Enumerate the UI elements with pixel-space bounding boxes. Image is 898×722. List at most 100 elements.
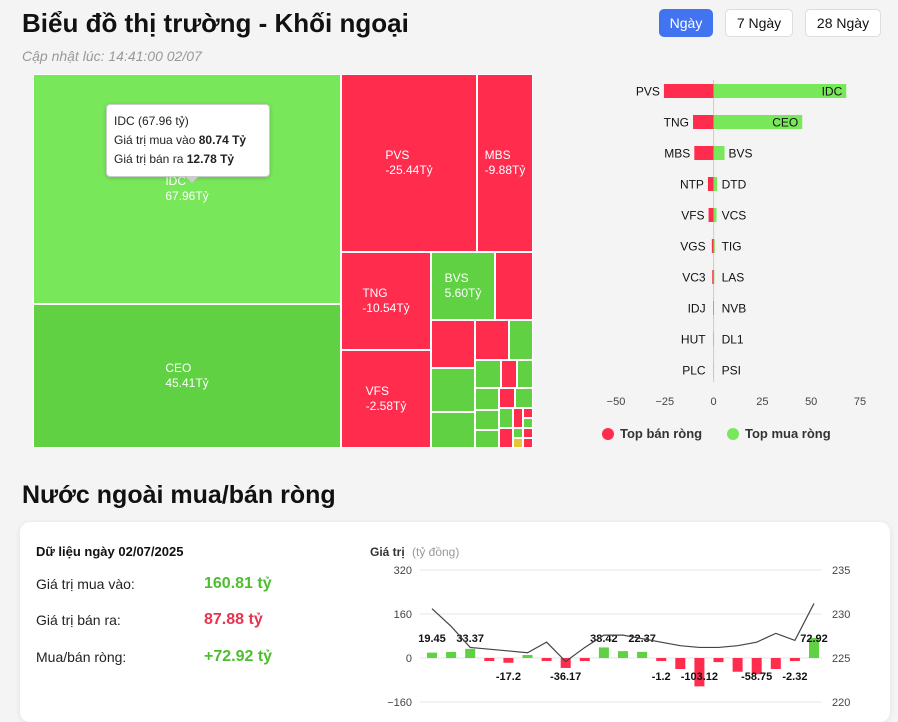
net-bar (503, 658, 513, 663)
tile-small[interactable] (523, 428, 533, 438)
tile-small[interactable] (475, 410, 499, 430)
buy-ticker-label: VCS (722, 209, 747, 223)
bar-value-label: 33.37 (456, 633, 484, 645)
tile-small[interactable] (499, 428, 513, 448)
sell-ticker-label: TNG (664, 116, 689, 130)
x-tick-label: −25 (655, 396, 674, 408)
tile-small[interactable] (431, 368, 475, 412)
tile-small[interactable] (513, 408, 523, 428)
net-label: Mua/bán ròng: (36, 649, 126, 665)
tile-vfs[interactable]: VFS-2.58Tỷ (341, 350, 431, 448)
tile-tng[interactable]: TNG-10.54Tỷ (341, 252, 431, 350)
tile-small[interactable] (499, 408, 513, 428)
sell-ticker-label: VFS (681, 209, 704, 223)
updated-time: Cập nhật lúc: 14:41:00 02/07 (22, 48, 202, 64)
legend-sell-label: Top bán ròng (620, 426, 702, 441)
tile-ticker: TNG (362, 286, 409, 301)
tab-7-days[interactable]: 7 Ngày (725, 9, 793, 37)
sell-ticker-label: MBS (664, 147, 690, 161)
y-axis-unit: (tỷ đồng) (412, 545, 459, 559)
sell-ticker-label: PLC (682, 364, 706, 378)
legend-sell-swatch (602, 428, 614, 440)
buy-ticker-label: BVS (729, 147, 753, 161)
net-bar (484, 658, 494, 661)
tile-small[interactable] (475, 320, 509, 360)
left-y-tick-label: 160 (394, 609, 412, 621)
legend-sell[interactable]: Top bán ròng (602, 426, 702, 441)
y-axis-title: Giá trị (370, 545, 405, 559)
tile-small[interactable] (523, 418, 533, 428)
bar-value-label: 19.45 (418, 633, 446, 645)
tile-small[interactable] (513, 438, 523, 448)
bar-value-label: -2.32 (782, 671, 807, 683)
net-bar (542, 658, 552, 661)
tooltip-buy-value: 80.74 Tỷ (199, 133, 246, 147)
tile-small[interactable] (523, 438, 533, 448)
x-tick-label: 50 (805, 396, 817, 408)
right-y-tick-label: 230 (832, 609, 850, 621)
legend-buy[interactable]: Top mua ròng (727, 426, 831, 441)
net-bar (465, 649, 475, 658)
net-bar (714, 658, 724, 662)
buy-label: Giá trị mua vào: (36, 576, 135, 592)
tab-day[interactable]: Ngày (659, 9, 713, 37)
net-bar (446, 652, 456, 658)
tile-ticker: VFS (366, 384, 407, 399)
net-bar (771, 658, 781, 669)
tile-small[interactable] (509, 320, 533, 360)
buy-ticker-label: IDC (822, 85, 843, 99)
net-value: +72.92 tỷ (204, 648, 272, 666)
buy-ticker-label: DTD (722, 178, 747, 192)
bar-value-label: -103.12 (681, 671, 718, 683)
bar-value-label: 72.92 (800, 633, 828, 645)
x-tick-label: −50 (607, 396, 626, 408)
buy-ticker-label: CEO (772, 116, 798, 130)
left-y-tick-label: 320 (394, 565, 412, 577)
tile-small[interactable] (499, 388, 515, 408)
tile-small[interactable] (517, 360, 533, 388)
net-bar (675, 658, 685, 669)
net-bar (790, 658, 800, 661)
buy-bar (714, 208, 717, 222)
buy-bar (714, 177, 718, 191)
sell-ticker-label: VC3 (682, 271, 706, 285)
sell-ticker-label: NTP (680, 178, 704, 192)
x-tick-label: 75 (854, 396, 866, 408)
sell-bar (664, 84, 714, 98)
bar-value-label: -36.17 (550, 671, 581, 683)
tile-small[interactable] (431, 412, 475, 448)
buy-ticker-label: LAS (722, 271, 745, 285)
tile-small[interactable] (501, 360, 517, 388)
right-y-tick-label: 225 (832, 653, 850, 665)
net-flow-card: Dữ liệu ngày 02/07/2025 Giá trị mua vào:… (20, 522, 890, 722)
sell-ticker-label: VGS (680, 240, 705, 254)
bar-value-label: -17.2 (496, 671, 521, 683)
page-title: Biểu đồ thị trường - Khối ngoại (22, 8, 409, 39)
net-bar (618, 651, 628, 658)
bar-value-label: -58.75 (741, 671, 772, 683)
buy-ticker-label: DL1 (722, 333, 744, 347)
tile-small[interactable] (513, 428, 523, 438)
tile-small[interactable] (475, 430, 499, 448)
bar-value-label: -1.2 (652, 671, 671, 683)
tile-small[interactable] (523, 408, 533, 418)
buy-bar (714, 239, 715, 253)
net-bar (733, 658, 743, 672)
tile-mbs[interactable]: MBS-9.88Tỷ (477, 74, 533, 252)
tile-small[interactable] (475, 360, 501, 388)
buy-ticker-label: TIG (722, 240, 742, 254)
legend-buy-swatch (727, 428, 739, 440)
tile-small[interactable] (495, 252, 533, 320)
tile-value: 5.60Tỷ (445, 286, 482, 301)
tile-small[interactable] (431, 320, 475, 368)
tooltip-sell-label: Giá trị bán ra (114, 152, 183, 166)
tile-pvs[interactable]: PVS-25.44Tỷ (341, 74, 477, 252)
sell-bar (693, 115, 714, 129)
tab-28-days[interactable]: 28 Ngày (805, 9, 881, 37)
tile-small[interactable] (515, 388, 533, 408)
tile-ticker: PVS (385, 148, 432, 163)
tile-small[interactable] (475, 388, 499, 410)
